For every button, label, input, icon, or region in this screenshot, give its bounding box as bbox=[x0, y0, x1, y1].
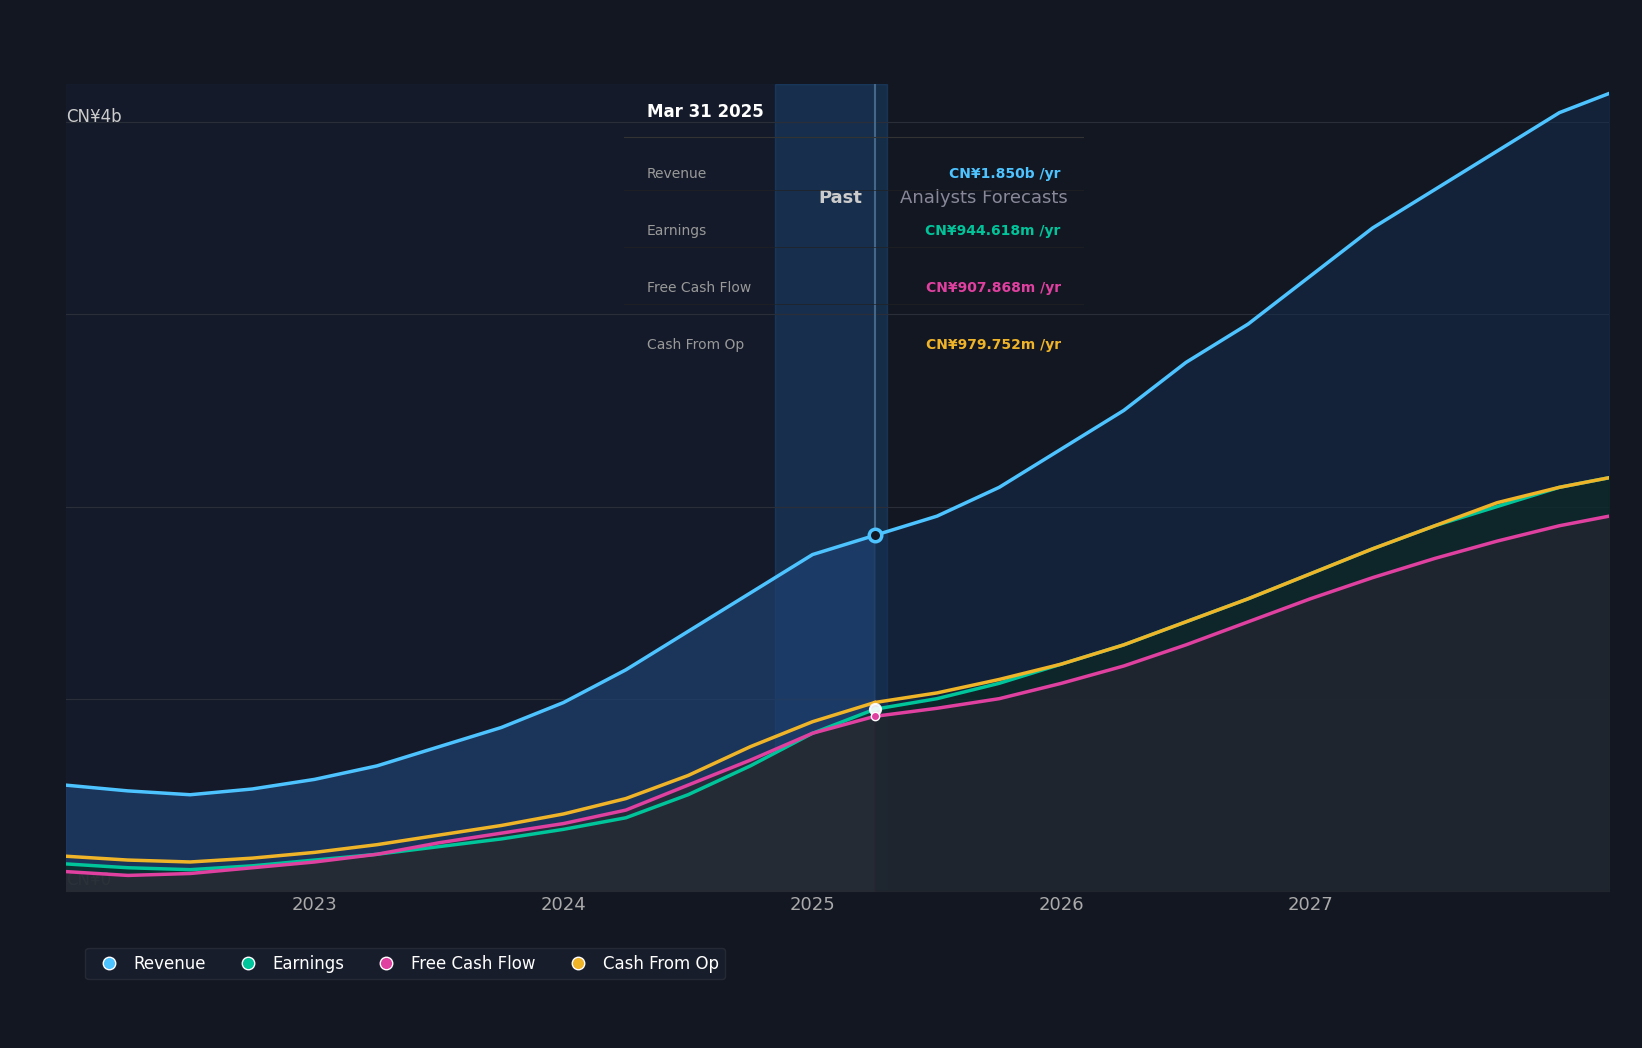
Text: CN¥907.868m /yr: CN¥907.868m /yr bbox=[926, 281, 1061, 294]
Text: Free Cash Flow: Free Cash Flow bbox=[647, 281, 750, 294]
Text: CN¥979.752m /yr: CN¥979.752m /yr bbox=[926, 337, 1061, 352]
Text: Analysts Forecasts: Analysts Forecasts bbox=[900, 189, 1067, 206]
Bar bbox=[66, 84, 875, 891]
Text: Earnings: Earnings bbox=[647, 224, 708, 238]
Text: Mar 31 2025: Mar 31 2025 bbox=[647, 103, 764, 122]
Text: CN¥0: CN¥0 bbox=[66, 871, 110, 889]
Text: CN¥4b: CN¥4b bbox=[66, 108, 122, 126]
Text: CN¥944.618m /yr: CN¥944.618m /yr bbox=[926, 224, 1061, 238]
Text: CN¥1.850b /yr: CN¥1.850b /yr bbox=[949, 167, 1061, 181]
Legend: Revenue, Earnings, Free Cash Flow, Cash From Op: Revenue, Earnings, Free Cash Flow, Cash … bbox=[85, 948, 726, 979]
Text: Past: Past bbox=[818, 189, 862, 206]
Text: Revenue: Revenue bbox=[647, 167, 708, 181]
Text: Cash From Op: Cash From Op bbox=[647, 337, 744, 352]
Bar bbox=[775, 84, 887, 891]
